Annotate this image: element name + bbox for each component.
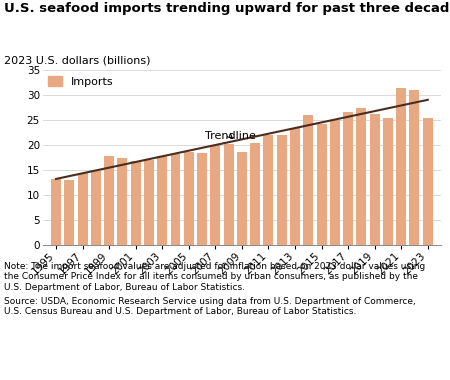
Bar [396, 88, 406, 245]
Text: Trendline: Trendline [205, 131, 256, 141]
Bar [250, 143, 260, 245]
Bar [423, 118, 433, 245]
Bar [197, 153, 207, 245]
Bar [130, 161, 141, 245]
Bar [316, 124, 327, 245]
Text: the Consumer Price Index for all items consumed by urban consumers, as published: the Consumer Price Index for all items c… [4, 272, 418, 282]
Bar [237, 152, 247, 245]
Bar [210, 145, 220, 245]
Legend: Imports: Imports [48, 76, 113, 87]
Bar [303, 115, 313, 245]
Bar [369, 114, 380, 245]
Bar [184, 152, 194, 245]
Bar [290, 128, 300, 245]
Bar [330, 120, 340, 245]
Bar [224, 144, 234, 245]
Text: U.S. Department of Labor, Bureau of Labor Statistics.: U.S. Department of Labor, Bureau of Labo… [4, 283, 246, 292]
Text: 2023 U.S. dollars (billions): 2023 U.S. dollars (billions) [4, 55, 151, 65]
Bar [77, 173, 88, 245]
Bar [343, 112, 353, 245]
Bar [104, 156, 114, 245]
Bar [117, 158, 127, 245]
Text: Source: USDA, Economic Research Service using data from U.S. Department of Comme: Source: USDA, Economic Research Service … [4, 297, 416, 306]
Bar [263, 135, 274, 245]
Bar [64, 180, 74, 245]
Bar [383, 118, 393, 245]
Text: Note: The import seafood values are adjusted for inflation based on 2023 dollar : Note: The import seafood values are adju… [4, 262, 426, 271]
Bar [51, 179, 61, 245]
Bar [410, 90, 419, 245]
Bar [171, 154, 180, 245]
Text: U.S. seafood imports trending upward for past three decades: U.S. seafood imports trending upward for… [4, 2, 450, 15]
Text: U.S. Census Bureau and U.S. Department of Labor, Bureau of Labor Statistics.: U.S. Census Bureau and U.S. Department o… [4, 307, 357, 317]
Bar [277, 135, 287, 245]
Bar [356, 108, 366, 245]
Bar [144, 160, 154, 245]
Bar [157, 156, 167, 245]
Bar [91, 171, 101, 245]
